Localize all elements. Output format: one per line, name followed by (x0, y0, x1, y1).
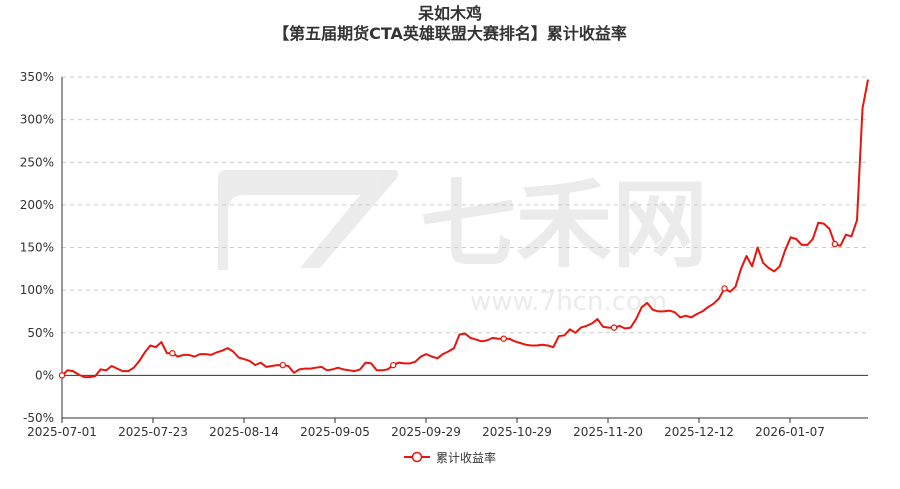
data-point (610, 324, 618, 331)
series-line (61, 79, 869, 379)
y-tick-label: 200% (20, 198, 54, 212)
x-tick-label: 2025-07-23 (118, 425, 188, 439)
legend-line-marker-icon (403, 451, 430, 463)
chart-title-line1: 呆如木鸡 (417, 4, 482, 23)
watermark-logo-icon (218, 170, 399, 270)
y-tick-label: 300% (20, 113, 54, 127)
y-axis: -50% 0% 50% 100% 150% 200% 250% 300% 350% (20, 70, 63, 425)
grid-lines (62, 76, 868, 419)
x-tick-label: 2025-07-01 (27, 425, 97, 439)
data-point (169, 350, 176, 357)
y-tick-label: 350% (20, 70, 54, 84)
watermark-url: www.7hcn.com (470, 287, 667, 317)
watermark-brand: 七禾网 (420, 169, 708, 281)
data-point (721, 285, 728, 292)
x-tick-label: 2025-10-29 (482, 425, 552, 439)
y-tick-label: 250% (20, 155, 54, 169)
legend[interactable]: 累计收益率 (0, 447, 900, 467)
x-tick-label: 2026-01-07 (755, 425, 825, 439)
data-point (500, 335, 507, 342)
y-tick-label: 50% (27, 326, 54, 340)
series-group (58, 79, 869, 379)
y-tick-label: 0% (35, 368, 54, 382)
chart-title: 呆如木鸡 【第五届期货CTA英雄联盟大赛排名】累计收益率 (0, 4, 900, 44)
x-tick-label: 2025-09-05 (300, 425, 370, 439)
y-tick-label: 100% (20, 283, 54, 297)
x-tick-label: 2025-11-20 (573, 425, 643, 439)
x-tick-label: 2025-09-29 (391, 425, 461, 439)
y-tick-label: 150% (20, 241, 54, 255)
x-axis: 2025-07-01 2025-07-23 2025-08-14 2025-09-05… (27, 417, 868, 439)
legend-label: 累计收益率 (435, 450, 496, 465)
watermark: 七禾网 www.7hcn.com (218, 169, 708, 317)
y-tick-label: -50% (23, 411, 54, 425)
data-point (390, 361, 397, 369)
data-point (58, 372, 66, 379)
data-point (831, 240, 839, 248)
x-tick-label: 2025-08-14 (209, 425, 279, 439)
x-tick-label: 2025-12-12 (664, 425, 734, 439)
chart-title-line2: 【第五届期货CTA英雄联盟大赛排名】累计收益率 (273, 24, 627, 43)
data-point (279, 361, 287, 369)
